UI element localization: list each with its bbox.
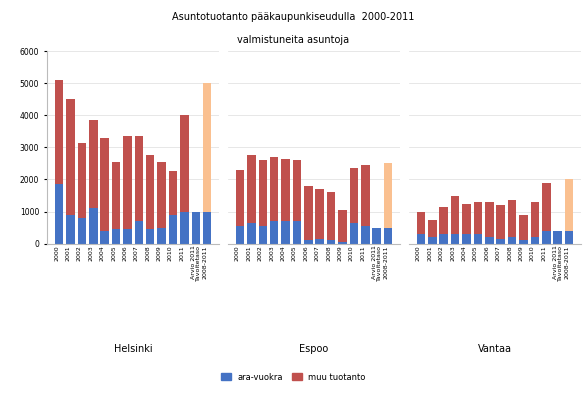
Bar bbox=[146, 155, 154, 229]
Bar bbox=[123, 136, 131, 229]
Bar bbox=[66, 215, 75, 244]
Bar bbox=[384, 228, 392, 244]
Bar bbox=[236, 226, 244, 244]
Bar bbox=[485, 237, 494, 244]
Bar bbox=[270, 157, 278, 221]
Bar bbox=[565, 180, 573, 231]
Bar bbox=[428, 237, 437, 244]
Bar bbox=[531, 202, 539, 237]
Text: Vantaa: Vantaa bbox=[478, 344, 512, 354]
Bar bbox=[134, 221, 143, 244]
Bar bbox=[361, 226, 370, 244]
Bar bbox=[338, 210, 347, 242]
Bar bbox=[350, 168, 358, 223]
Bar bbox=[554, 231, 562, 244]
Bar bbox=[281, 221, 290, 244]
Bar bbox=[112, 162, 120, 229]
Bar bbox=[497, 205, 505, 239]
Bar bbox=[485, 202, 494, 237]
Bar bbox=[338, 242, 347, 244]
Bar bbox=[247, 223, 256, 244]
Bar bbox=[531, 237, 539, 244]
Bar bbox=[451, 234, 460, 244]
Bar bbox=[134, 136, 143, 221]
Bar bbox=[123, 229, 131, 244]
Bar bbox=[542, 231, 551, 244]
Bar bbox=[474, 234, 482, 244]
Bar bbox=[417, 234, 425, 244]
Bar bbox=[304, 186, 313, 241]
Bar bbox=[236, 170, 244, 226]
Bar bbox=[315, 189, 324, 239]
Text: valmistuneita asuntoja: valmistuneita asuntoja bbox=[237, 35, 350, 45]
Bar bbox=[112, 229, 120, 244]
Bar bbox=[293, 221, 301, 244]
Bar bbox=[258, 226, 267, 244]
Bar bbox=[100, 231, 109, 244]
Bar bbox=[247, 155, 256, 223]
Bar bbox=[327, 241, 335, 244]
Bar bbox=[77, 143, 86, 218]
Bar bbox=[440, 207, 448, 234]
Text: Espoo: Espoo bbox=[299, 344, 329, 354]
Bar bbox=[474, 202, 482, 234]
Bar bbox=[168, 171, 177, 215]
Bar bbox=[146, 229, 154, 244]
Bar bbox=[462, 204, 471, 234]
Bar bbox=[542, 183, 551, 231]
Text: Asuntotuotanto pääkaupunkiseudulla  2000-2011: Asuntotuotanto pääkaupunkiseudulla 2000-… bbox=[173, 12, 414, 22]
Bar bbox=[508, 200, 517, 237]
Bar bbox=[191, 211, 200, 244]
Bar bbox=[315, 239, 324, 244]
Bar bbox=[428, 220, 437, 237]
Bar bbox=[270, 221, 278, 244]
Bar bbox=[66, 99, 75, 215]
Bar bbox=[157, 162, 166, 228]
Bar bbox=[180, 211, 188, 244]
Bar bbox=[157, 228, 166, 244]
Bar bbox=[281, 159, 290, 221]
Bar bbox=[89, 208, 97, 244]
Bar bbox=[417, 211, 425, 234]
Bar bbox=[565, 231, 573, 244]
Bar bbox=[372, 228, 381, 244]
Bar bbox=[180, 115, 188, 211]
Bar bbox=[77, 218, 86, 244]
Legend: ara-vuokra, muu tuotanto: ara-vuokra, muu tuotanto bbox=[218, 369, 369, 385]
Bar bbox=[304, 241, 313, 244]
Bar bbox=[361, 165, 370, 226]
Bar bbox=[55, 80, 63, 184]
Bar bbox=[451, 195, 460, 234]
Bar bbox=[203, 83, 211, 211]
Bar bbox=[519, 241, 528, 244]
Bar bbox=[293, 160, 301, 221]
Text: Helsinki: Helsinki bbox=[114, 344, 153, 354]
Bar bbox=[508, 237, 517, 244]
Bar bbox=[55, 184, 63, 244]
Bar bbox=[100, 138, 109, 231]
Bar bbox=[350, 223, 358, 244]
Bar bbox=[384, 163, 392, 228]
Bar bbox=[440, 234, 448, 244]
Bar bbox=[89, 120, 97, 208]
Bar bbox=[203, 211, 211, 244]
Bar bbox=[258, 160, 267, 226]
Bar bbox=[462, 234, 471, 244]
Bar bbox=[168, 215, 177, 244]
Bar bbox=[327, 192, 335, 241]
Bar bbox=[497, 239, 505, 244]
Bar bbox=[519, 215, 528, 241]
